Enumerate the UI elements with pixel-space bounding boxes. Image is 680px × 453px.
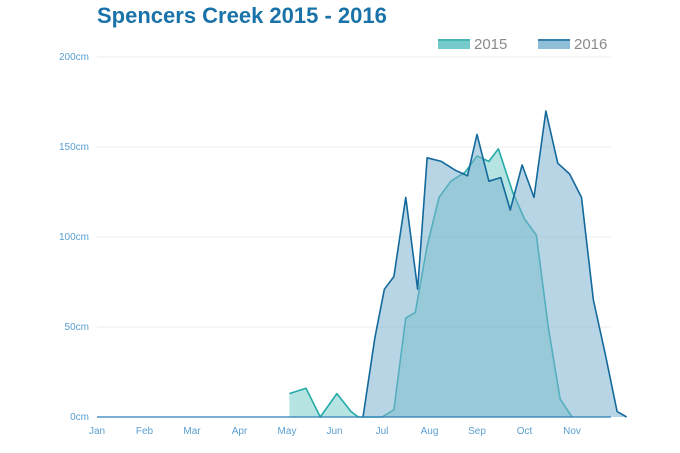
legend-item-2016[interactable]: 2016 bbox=[538, 34, 607, 54]
x-tick-label: Feb bbox=[136, 426, 154, 437]
x-tick-label: Jul bbox=[376, 426, 389, 437]
y-tick-label: 200cm bbox=[59, 52, 89, 63]
legend-label-2016: 2016 bbox=[574, 35, 608, 53]
y-tick-label: 0cm bbox=[70, 412, 89, 423]
x-tick-label: Aug bbox=[421, 426, 439, 437]
series-2016-area bbox=[363, 111, 627, 417]
x-tick-label: Mar bbox=[183, 426, 201, 437]
legend-swatch-2015-icon bbox=[438, 39, 470, 49]
legend-label-2015: 2015 bbox=[474, 35, 508, 53]
x-tick-label: Apr bbox=[232, 426, 248, 437]
legend-item-2015[interactable]: 2015 bbox=[438, 34, 507, 54]
y-tick-label: 50cm bbox=[65, 322, 89, 333]
y-tick-label: 100cm bbox=[59, 232, 89, 243]
legend-swatch-2016-icon bbox=[538, 39, 570, 49]
x-tick-label: Nov bbox=[563, 426, 581, 437]
x-tick-label: Oct bbox=[517, 426, 533, 437]
x-tick-label: Sep bbox=[468, 426, 486, 437]
series-2016-line bbox=[362, 110, 628, 418]
x-tick-label: Jun bbox=[326, 426, 342, 437]
chart-title: Spencers Creek 2015 - 2016 bbox=[97, 3, 387, 28]
x-tick-label: Jan bbox=[89, 426, 105, 437]
y-tick-label: 150cm bbox=[59, 142, 89, 153]
x-tick-label: May bbox=[278, 426, 297, 437]
